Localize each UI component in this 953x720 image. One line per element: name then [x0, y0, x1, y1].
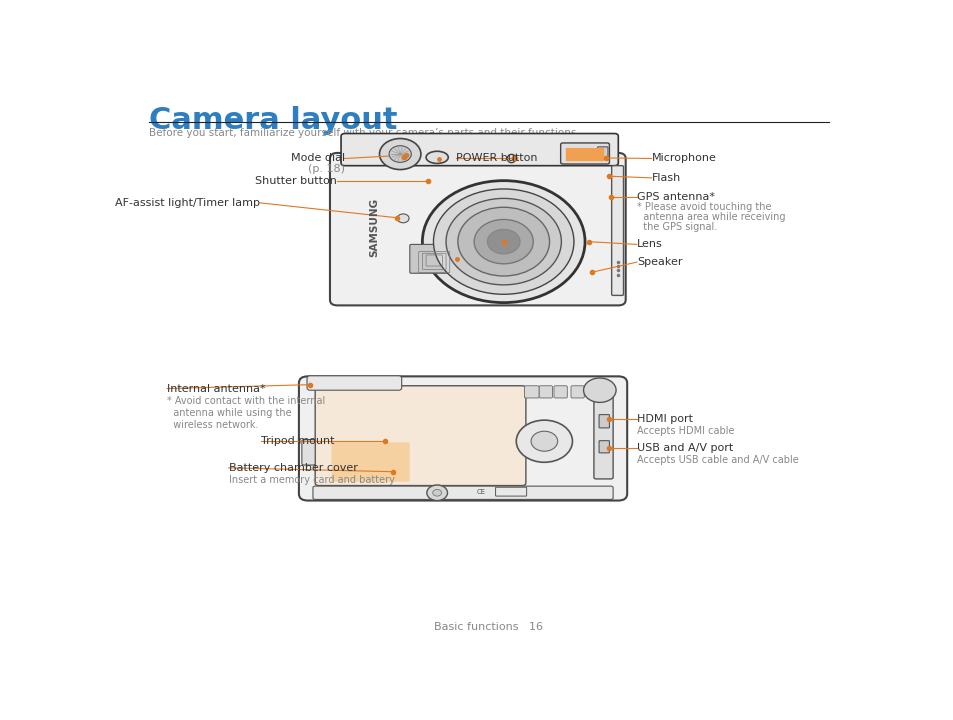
FancyBboxPatch shape	[314, 386, 525, 485]
Circle shape	[433, 189, 574, 294]
FancyBboxPatch shape	[565, 148, 603, 161]
Text: wireless network.: wireless network.	[167, 420, 258, 430]
Circle shape	[379, 138, 420, 169]
FancyBboxPatch shape	[313, 486, 613, 500]
Circle shape	[516, 420, 572, 462]
Text: Accepts HDMI cable: Accepts HDMI cable	[637, 426, 734, 436]
Text: Basic functions   16: Basic functions 16	[434, 622, 543, 632]
FancyBboxPatch shape	[341, 133, 618, 166]
Text: SAMSUNG: SAMSUNG	[369, 198, 379, 257]
Text: Battery chamber cover: Battery chamber cover	[229, 463, 357, 473]
FancyBboxPatch shape	[560, 143, 609, 164]
Circle shape	[583, 378, 616, 402]
FancyBboxPatch shape	[524, 386, 538, 398]
Text: * Please avoid touching the: * Please avoid touching the	[637, 202, 770, 212]
Text: Internal antenna*: Internal antenna*	[167, 384, 266, 394]
Text: Flash: Flash	[651, 173, 680, 183]
Text: Microphone: Microphone	[651, 153, 716, 163]
Circle shape	[457, 207, 549, 276]
Text: the GPS signal.: the GPS signal.	[637, 222, 717, 233]
Circle shape	[474, 220, 533, 264]
FancyBboxPatch shape	[571, 386, 583, 398]
Text: AF-assist light/Timer lamp: AF-assist light/Timer lamp	[114, 198, 259, 208]
Text: USB and A/V port: USB and A/V port	[637, 443, 732, 453]
Text: Shutter button: Shutter button	[255, 176, 337, 186]
FancyBboxPatch shape	[611, 166, 623, 295]
Circle shape	[426, 485, 447, 500]
Text: Insert a memory card and battery: Insert a memory card and battery	[229, 475, 395, 485]
Circle shape	[531, 431, 558, 451]
Text: * Avoid contact with the internal: * Avoid contact with the internal	[167, 396, 325, 406]
Text: Tripod mount: Tripod mount	[261, 436, 335, 446]
Text: Camera layout: Camera layout	[149, 106, 396, 135]
FancyBboxPatch shape	[410, 244, 458, 273]
FancyBboxPatch shape	[538, 386, 552, 398]
Text: HDMI port: HDMI port	[637, 414, 692, 424]
Circle shape	[422, 181, 584, 302]
Text: antenna area while receiving: antenna area while receiving	[637, 212, 784, 222]
Text: POWER button: POWER button	[456, 153, 537, 163]
Text: Mode dial: Mode dial	[291, 153, 344, 163]
FancyBboxPatch shape	[597, 147, 607, 158]
FancyBboxPatch shape	[598, 441, 609, 453]
Circle shape	[433, 490, 441, 496]
Circle shape	[389, 145, 411, 162]
Text: Lens: Lens	[637, 240, 661, 249]
FancyBboxPatch shape	[307, 376, 401, 390]
Circle shape	[446, 199, 560, 285]
Text: antenna while using the: antenna while using the	[167, 408, 292, 418]
Text: CE: CE	[476, 489, 486, 495]
Text: Before you start, familiarize yourself with your camera’s parts and their functi: Before you start, familiarize yourself w…	[149, 128, 579, 138]
Text: GPS antenna*: GPS antenna*	[637, 192, 714, 202]
Text: Speaker: Speaker	[637, 257, 681, 267]
FancyBboxPatch shape	[598, 415, 609, 428]
Text: Accepts USB cable and A/V cable: Accepts USB cable and A/V cable	[637, 455, 798, 465]
FancyBboxPatch shape	[301, 439, 314, 465]
FancyBboxPatch shape	[331, 442, 410, 482]
Circle shape	[487, 230, 519, 254]
Text: (p. 18): (p. 18)	[308, 164, 344, 174]
FancyBboxPatch shape	[298, 377, 626, 500]
FancyBboxPatch shape	[495, 487, 526, 496]
FancyBboxPatch shape	[554, 386, 567, 398]
FancyBboxPatch shape	[594, 392, 613, 479]
Ellipse shape	[426, 151, 448, 163]
FancyBboxPatch shape	[330, 153, 625, 305]
Circle shape	[396, 214, 409, 222]
